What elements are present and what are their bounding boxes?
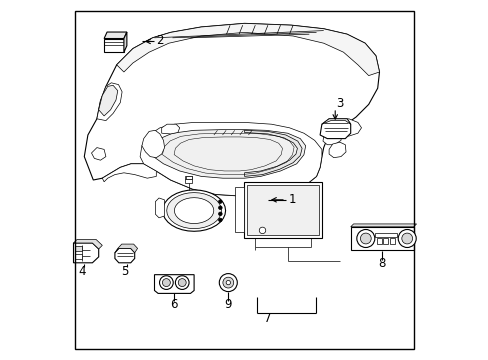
Bar	[374, 233, 396, 237]
Bar	[389, 238, 394, 244]
Polygon shape	[162, 124, 179, 134]
Polygon shape	[104, 39, 123, 52]
Polygon shape	[166, 193, 221, 229]
Circle shape	[397, 230, 415, 248]
Polygon shape	[155, 198, 164, 218]
Text: 4: 4	[78, 265, 85, 278]
Polygon shape	[115, 248, 134, 263]
Polygon shape	[99, 85, 118, 116]
Polygon shape	[142, 130, 164, 158]
Polygon shape	[102, 164, 156, 182]
Bar	[350, 227, 413, 250]
Text: 3: 3	[335, 97, 343, 110]
Polygon shape	[115, 244, 137, 253]
Polygon shape	[140, 122, 321, 196]
Text: 9: 9	[224, 298, 232, 311]
Circle shape	[218, 200, 222, 203]
Text: 1: 1	[288, 193, 295, 206]
Circle shape	[159, 276, 173, 289]
Polygon shape	[117, 23, 379, 76]
Circle shape	[218, 212, 222, 216]
Circle shape	[178, 279, 186, 287]
Polygon shape	[244, 130, 302, 176]
Bar	[244, 182, 321, 238]
Polygon shape	[321, 119, 350, 124]
Polygon shape	[73, 239, 102, 249]
Polygon shape	[104, 32, 126, 39]
Polygon shape	[330, 119, 361, 136]
Text: 2: 2	[156, 34, 163, 47]
Polygon shape	[235, 187, 244, 232]
Polygon shape	[73, 243, 99, 263]
Circle shape	[360, 233, 370, 244]
Bar	[376, 238, 381, 244]
Circle shape	[175, 276, 189, 289]
Bar	[185, 176, 192, 184]
Polygon shape	[154, 275, 194, 293]
Bar	[75, 246, 81, 251]
Polygon shape	[174, 198, 213, 224]
Bar	[382, 238, 387, 244]
Circle shape	[259, 227, 265, 234]
Polygon shape	[320, 119, 350, 139]
Polygon shape	[163, 190, 225, 231]
Text: 5: 5	[121, 265, 128, 278]
Circle shape	[162, 279, 170, 287]
Circle shape	[225, 280, 230, 285]
Polygon shape	[350, 224, 416, 227]
Text: 7: 7	[264, 312, 271, 325]
Circle shape	[218, 218, 222, 222]
Text: 8: 8	[378, 257, 385, 270]
Polygon shape	[97, 83, 122, 121]
Polygon shape	[84, 23, 379, 196]
Bar	[186, 176, 191, 179]
Circle shape	[218, 206, 222, 210]
Bar	[75, 254, 81, 259]
Polygon shape	[123, 32, 126, 52]
Polygon shape	[151, 130, 305, 178]
Circle shape	[401, 233, 412, 244]
Polygon shape	[91, 148, 106, 160]
Circle shape	[356, 230, 374, 248]
Bar	[247, 185, 318, 235]
Polygon shape	[328, 142, 346, 158]
Polygon shape	[322, 130, 341, 145]
Circle shape	[223, 277, 233, 288]
Circle shape	[219, 274, 237, 292]
Text: 6: 6	[170, 298, 178, 311]
